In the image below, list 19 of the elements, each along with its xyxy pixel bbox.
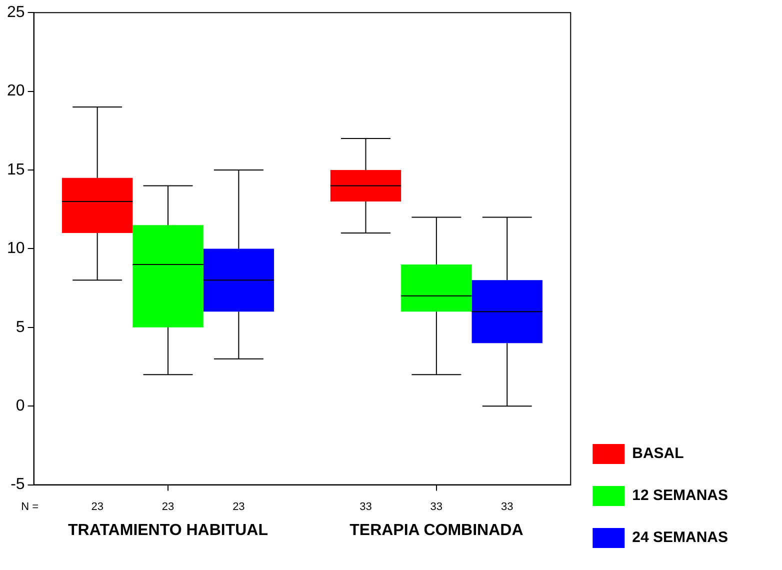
text: N = [21, 500, 39, 513]
legend-label: 24 SEMANAS [632, 529, 728, 546]
text: 23 [91, 500, 104, 513]
x-tick-label: TRATAMIENTO HABITUAL [68, 522, 268, 539]
x-tick-label: TERAPIA COMBINADA [350, 522, 524, 539]
y-tick-label: 10 [7, 240, 25, 258]
legend-label: 12 SEMANAS [632, 487, 728, 504]
y-tick-label: 15 [7, 161, 25, 178]
y-tick-label: 20 [7, 82, 25, 100]
y-tick-label: 5 [16, 318, 25, 336]
text: 23 [162, 500, 174, 513]
y-tick-label: 25 [7, 4, 25, 22]
legend-label: BASAL [632, 445, 684, 462]
y-tick-label: -5 [10, 476, 25, 494]
text: 33 [360, 500, 372, 513]
y-tick-label: 0 [16, 398, 25, 415]
text: 33 [430, 500, 443, 513]
text: 23 [232, 500, 245, 513]
text: 33 [500, 500, 514, 513]
